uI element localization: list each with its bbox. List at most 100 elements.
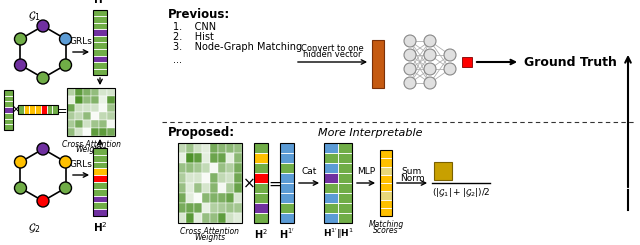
Bar [178,173,186,183]
Text: Ground Truth: Ground Truth [524,56,617,69]
Bar [99,120,107,128]
Bar [234,143,242,153]
Bar [93,10,107,16]
Bar [4,119,13,124]
Bar [91,96,99,104]
Bar [338,183,352,193]
Bar [107,112,115,120]
Text: GRLs: GRLs [70,160,92,169]
Bar [280,183,294,193]
Bar [67,112,75,120]
Text: $(|\mathcal{G}_1|+|\mathcal{G}_2|)/2$: $(|\mathcal{G}_1|+|\mathcal{G}_2|)/2$ [431,186,490,199]
Circle shape [60,59,72,71]
Text: $\mathbf{H}^2$: $\mathbf{H}^2$ [254,227,268,241]
Bar [178,143,186,153]
Bar [380,208,392,216]
Bar [324,153,338,163]
Bar [93,23,107,29]
Bar [67,128,75,136]
Bar [226,153,234,163]
Bar [93,42,107,49]
Bar [93,148,107,216]
Bar [338,173,352,183]
Bar [186,183,194,193]
Bar [218,143,226,153]
Bar [338,203,352,213]
Text: $=$: $=$ [266,175,282,191]
Bar [324,213,338,223]
Bar [234,163,242,173]
Bar [218,183,226,193]
Bar [234,153,242,163]
Bar [210,203,218,213]
Bar [93,189,107,196]
Bar [91,104,99,112]
Bar [186,163,194,173]
Bar [178,203,186,213]
Bar [202,183,210,193]
Circle shape [444,49,456,61]
Bar [338,213,352,223]
Bar [186,203,194,213]
Bar [186,213,194,223]
Text: $\times$: $\times$ [242,175,254,191]
Bar [194,173,202,183]
Bar [210,193,218,203]
Bar [178,183,186,193]
Bar [234,173,242,183]
Circle shape [404,77,416,89]
Bar [4,101,13,107]
Circle shape [404,35,416,47]
Bar [93,182,107,189]
Bar [93,148,107,155]
Bar [83,120,91,128]
Bar [75,120,83,128]
Bar [67,88,115,136]
Bar [218,163,226,173]
Bar [226,143,234,153]
Bar [4,107,13,113]
Bar [324,143,352,223]
Bar [186,153,194,163]
Bar [93,162,107,168]
Bar [75,104,83,112]
Circle shape [60,156,72,168]
Circle shape [424,77,436,89]
Bar [83,112,91,120]
Bar [93,168,107,175]
Bar [234,183,242,193]
Bar [194,163,202,173]
Circle shape [37,195,49,207]
Bar [194,203,202,213]
Text: Weights: Weights [195,233,225,242]
Bar [178,143,242,223]
Bar [218,203,226,213]
Bar [75,88,83,96]
Bar [338,153,352,163]
Circle shape [444,63,456,75]
Bar [178,163,186,173]
Circle shape [60,33,72,45]
Circle shape [15,59,26,71]
Bar [202,193,210,203]
Bar [280,173,294,183]
Bar [186,143,194,153]
Bar [52,105,58,114]
Bar [99,128,107,136]
Bar [218,153,226,163]
Circle shape [15,156,26,168]
Bar [338,193,352,203]
Bar [280,153,294,163]
Circle shape [404,63,416,75]
Bar [194,193,202,203]
Bar [93,69,107,75]
Bar [254,193,268,203]
Text: $\mathcal{G}_1$: $\mathcal{G}_1$ [28,9,41,23]
Bar [18,105,24,114]
Bar [324,173,338,183]
Bar [462,57,472,67]
Text: $\mathcal{G}_2$: $\mathcal{G}_2$ [28,221,41,235]
Bar [202,173,210,183]
Bar [218,193,226,203]
Circle shape [37,72,49,84]
